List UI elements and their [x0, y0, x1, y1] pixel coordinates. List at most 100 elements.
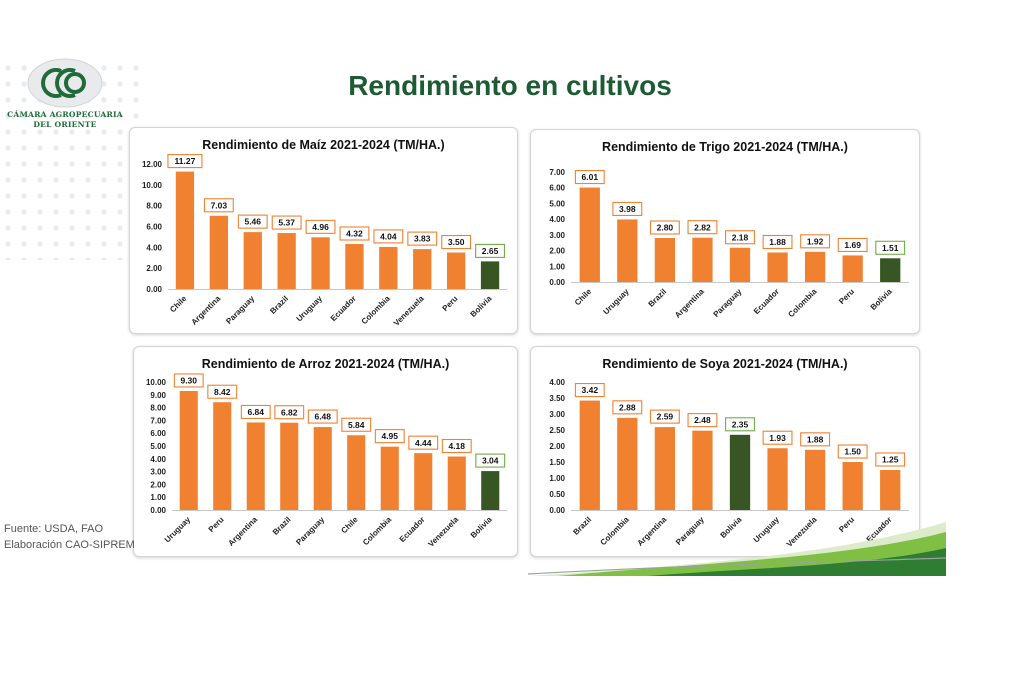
data-label: 2.35 [732, 419, 749, 429]
y-tick-label: 0.00 [549, 278, 565, 287]
data-label: 6.01 [582, 172, 599, 182]
y-tick-label: 1.00 [150, 493, 166, 502]
data-label: 11.27 [175, 156, 196, 166]
y-tick-label: 3.00 [549, 231, 565, 240]
data-label-box [837, 237, 868, 252]
x-tick-label: Bolivia [469, 294, 494, 319]
bar-ecuador [767, 252, 788, 282]
data-label-box [167, 154, 203, 169]
bar-uruguay [311, 237, 330, 289]
data-label-box [341, 417, 372, 432]
data-label: 3.83 [414, 234, 431, 244]
bar-colombia [617, 417, 638, 510]
data-label: 2.18 [732, 232, 749, 242]
bar-ecuador [345, 244, 364, 289]
x-tick-label: Argentina [189, 294, 222, 327]
data-label-box [612, 201, 643, 217]
credit-line: Elaboración CAO-SIPREM [4, 539, 135, 551]
data-label-box [475, 453, 506, 468]
chart-panel-soya: Rendimiento de Soya 2021-2024 (TM/HA.) 0.… [530, 346, 920, 557]
x-tick-label: Peru [837, 287, 856, 306]
x-tick-label: Chile [573, 287, 594, 308]
data-label-box [441, 234, 472, 250]
bar-venezuela [413, 249, 432, 289]
data-label: 5.46 [244, 217, 261, 227]
x-tick-label: Bolivia [869, 287, 894, 312]
x-tick-label: Chile [339, 515, 360, 536]
data-label-box [374, 429, 405, 444]
x-tick-label: Brazil [647, 287, 669, 309]
data-label-box [203, 198, 234, 213]
bar-colombia [380, 446, 399, 510]
data-label: 4.44 [415, 438, 432, 448]
x-tick-label: Brazil [268, 294, 290, 316]
data-label-box [339, 226, 370, 241]
data-label: 1.93 [769, 433, 786, 443]
data-label-box [725, 230, 755, 245]
x-tick-label: Paraguay [224, 294, 256, 326]
bar-peru [842, 255, 863, 282]
cao-emblem-icon [27, 58, 103, 108]
y-tick-label: 6.00 [150, 429, 166, 438]
bar-uruguay [179, 390, 198, 510]
bar-colombia [379, 246, 398, 289]
data-label: 4.32 [346, 229, 363, 239]
y-tick-label: 2.50 [549, 426, 565, 435]
y-tick-label: 1.00 [549, 262, 565, 271]
data-label: 2.88 [619, 402, 636, 412]
chart-title-soya: Rendimiento de Soya 2021-2024 (TM/HA.) [602, 357, 847, 371]
chart-panel-trigo: Rendimiento de Trigo 2021-2024 (TM/HA.) 0… [530, 129, 920, 334]
y-tick-label: 6.00 [549, 184, 565, 193]
y-tick-label: 0.00 [150, 506, 166, 515]
organization-logo: CÁMARA AGROPECUARIA DEL ORIENTE [4, 56, 126, 130]
data-label-box [408, 435, 439, 450]
chart-trigo: Rendimiento de Trigo 2021-2024 (TM/HA.) 0… [549, 140, 909, 320]
data-label: 1.50 [844, 447, 861, 457]
data-label-box [240, 404, 271, 419]
data-label: 1.51 [882, 243, 899, 253]
bar-brazil [280, 422, 299, 510]
x-tick-label: Colombia [360, 294, 393, 327]
y-tick-label: 3.00 [549, 410, 565, 419]
data-label-box [237, 214, 268, 229]
org-name-line1: CÁMARA AGROPECUARIA [7, 110, 123, 119]
data-label: 5.84 [348, 420, 365, 430]
y-tick-label: 3.00 [150, 468, 166, 477]
data-label-box [800, 234, 831, 249]
data-label: 1.69 [844, 240, 861, 250]
y-tick-label: 2.00 [549, 247, 565, 256]
x-tick-label: Argentina [673, 287, 706, 320]
bar-peru [446, 252, 466, 289]
source-line: Fuente: USDA, FAO [4, 523, 104, 535]
x-tick-label: Colombia [361, 515, 394, 548]
y-tick-label: 2.00 [549, 442, 565, 451]
y-tick-label: 8.00 [150, 404, 166, 413]
data-label-box [687, 220, 718, 235]
chart-title-arroz: Rendimiento de Arroz 2021-2024 (TM/HA.) [202, 357, 450, 371]
bar-ecuador [414, 453, 433, 510]
x-tick-label: Venezuela [392, 294, 426, 328]
x-tick-label: Argentina [226, 515, 259, 548]
data-label-box [649, 409, 680, 424]
x-tick-label: Chile [168, 294, 189, 315]
bar-paraguay [313, 427, 332, 510]
data-label-box [574, 170, 605, 185]
data-label: 4.18 [448, 441, 465, 451]
data-label-box [762, 430, 793, 445]
y-tick-label: 12.00 [142, 160, 163, 169]
data-label: 3.42 [582, 385, 599, 395]
data-label: 3.04 [482, 456, 499, 466]
data-label: 6.48 [314, 412, 331, 422]
data-label: 6.82 [281, 407, 298, 417]
data-label: 4.96 [312, 222, 329, 232]
y-tick-label: 0.50 [549, 490, 565, 499]
bar-venezuela [804, 449, 826, 510]
data-label: 5.37 [278, 218, 295, 228]
x-tick-label: Ecuador [329, 294, 358, 323]
data-label: 8.42 [214, 387, 231, 397]
bar-uruguay [767, 448, 788, 510]
bar-paraguay [243, 232, 262, 289]
data-label: 2.59 [657, 412, 674, 422]
source-note: Fuente: USDA, FAO Elaboración CAO-SIPREM [4, 521, 135, 553]
data-label-box [373, 229, 404, 244]
